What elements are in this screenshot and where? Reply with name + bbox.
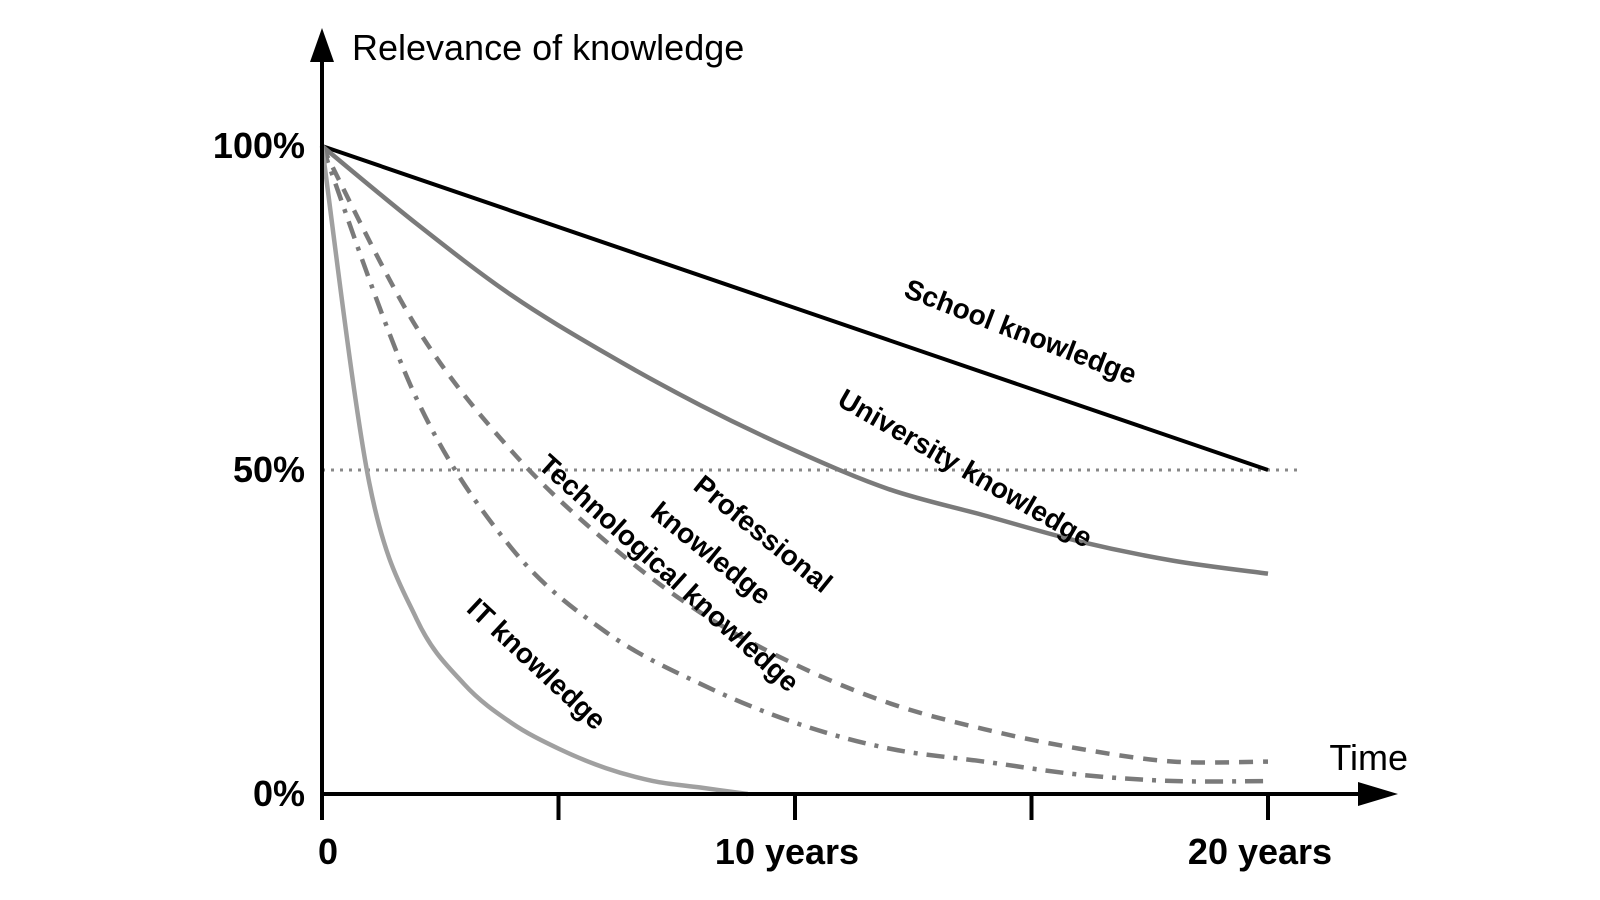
y-tick-label-100: 100%: [213, 125, 305, 166]
x-tick-label-10: 10 years: [715, 831, 859, 872]
series-layer: [319, 144, 1269, 797]
x-axis-arrow: [1358, 782, 1398, 806]
series-line-it-knowledge: [319, 145, 749, 797]
x-tick-label-20: 20 years: [1188, 831, 1332, 872]
y-axis-title: Relevance of knowledge: [352, 27, 744, 68]
series-line-school-knowledge: [321, 144, 1269, 472]
series-label-5: IT knowledge: [461, 592, 612, 736]
x-tick-label-0: 0: [318, 831, 338, 872]
series-line-professional-knowledge: [320, 144, 1269, 765]
series-label-1: University knowledge: [833, 383, 1098, 554]
axes-layer: [310, 28, 1398, 820]
y-tick-label-0: 0%: [253, 773, 305, 814]
series-line-technological-knowledge: [319, 145, 1269, 784]
label-layer: 0 10 years 20 years 100% 50% 0% School knowled…: [213, 125, 1332, 872]
series-line-university-knowledge: [320, 144, 1269, 576]
y-axis-arrow: [310, 28, 334, 62]
x-axis-title: Time: [1329, 737, 1408, 778]
series-label-0: School knowledge: [900, 273, 1141, 390]
series-label-4: Technological knowledge: [533, 448, 805, 698]
y-tick-label-50: 50%: [233, 449, 305, 490]
